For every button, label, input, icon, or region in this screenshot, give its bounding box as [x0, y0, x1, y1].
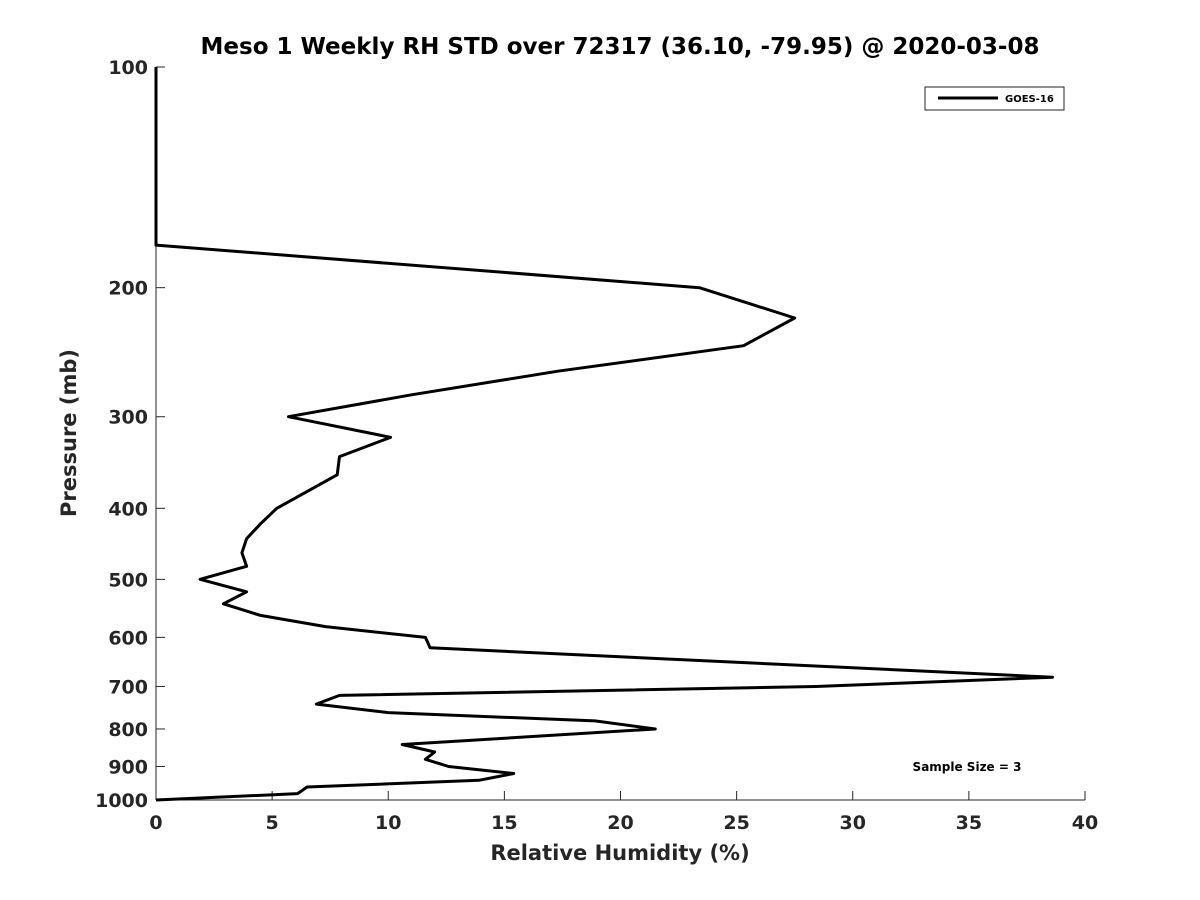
sample-size-annotation: Sample Size = 3	[913, 760, 1022, 774]
chart-title: Meso 1 Weekly RH STD over 72317 (36.10, …	[201, 34, 1040, 60]
y-tick-label: 900	[108, 756, 148, 778]
y-axis-ticks: 100 200 300 400 500 600 700 800 900 1000	[95, 57, 165, 812]
legend: GOES-16	[924, 86, 1065, 111]
y-tick-label: 300	[108, 407, 148, 429]
series-layer	[154, 67, 1054, 802]
y-tick-label: 1000	[95, 790, 148, 812]
y-tick-label: 500	[108, 569, 148, 591]
x-tick-label: 40	[1072, 812, 1098, 834]
plot-area: 0 5 10 15 20 25 30 35 40 100 200 300 400 500 600 700 80…	[95, 57, 1098, 834]
x-tick-label: 30	[840, 812, 866, 834]
y-tick-label: 800	[108, 719, 148, 741]
x-tick-label: 25	[723, 812, 749, 834]
x-tick-label: 20	[607, 812, 633, 834]
x-tick-label: 10	[375, 812, 401, 834]
y-axis-label: Pressure (mb)	[57, 349, 81, 517]
y-tick-label: 200	[108, 278, 148, 300]
y-tick-label: 400	[108, 498, 148, 520]
y-tick-label: 100	[108, 57, 148, 79]
y-tick-label: 700	[108, 676, 148, 698]
x-tick-label: 0	[149, 812, 162, 834]
series-line	[154, 67, 1054, 802]
legend-label: GOES-16	[1005, 94, 1054, 105]
x-axis-ticks: 0 5 10 15 20 25 30 35 40	[149, 791, 1098, 834]
x-tick-label: 5	[266, 812, 279, 834]
x-tick-label: 15	[491, 812, 517, 834]
x-axis-label: Relative Humidity (%)	[490, 841, 749, 865]
x-tick-label: 35	[956, 812, 982, 834]
y-tick-label: 600	[108, 627, 148, 649]
